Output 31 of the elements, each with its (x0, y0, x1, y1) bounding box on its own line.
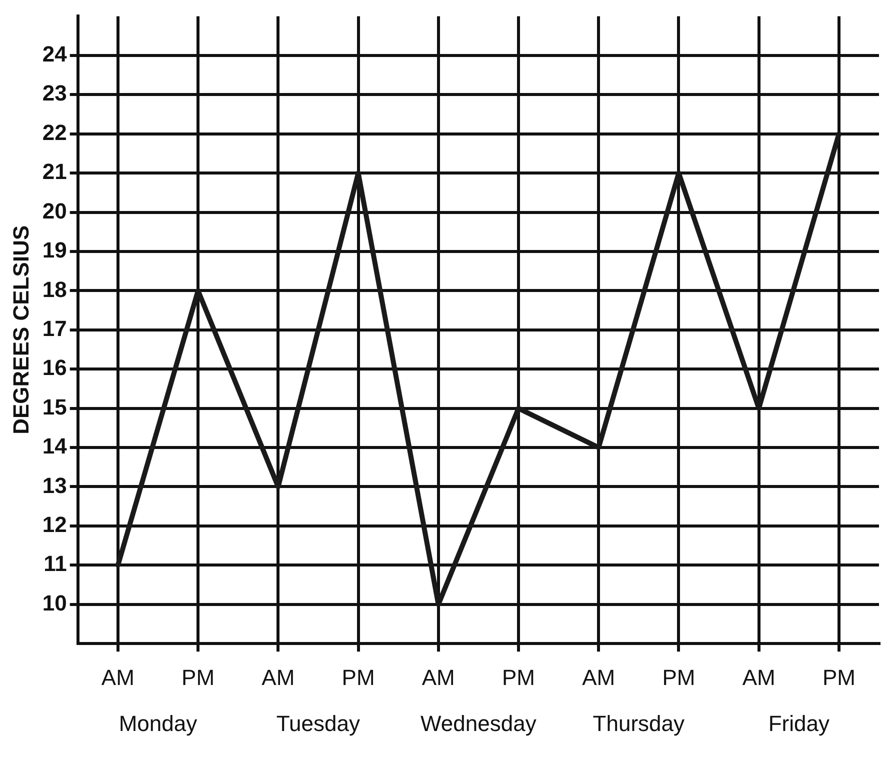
y-tick-label: 24 (42, 41, 68, 66)
x-tick-label: AM (101, 664, 134, 690)
y-tick-label: 16 (42, 355, 67, 380)
x-tick-label: PM (342, 664, 375, 690)
x-tick-label: PM (502, 664, 535, 690)
y-tick-label: 20 (42, 198, 67, 224)
x-tick-label: AM (262, 664, 295, 690)
text: Thursday (592, 711, 685, 736)
y-tick-label: 22 (42, 120, 67, 145)
y-tick-label: 21 (42, 159, 67, 184)
y-tick-label: 23 (42, 80, 67, 106)
y-tick-label: 15 (42, 394, 67, 420)
y-tick-label: 12 (42, 512, 67, 538)
text: Wednesday (420, 711, 536, 736)
y-tick-label: 19 (42, 238, 67, 263)
x-tick-label: PM (182, 664, 215, 690)
text: Monday (118, 711, 198, 736)
text: Tuesday (276, 711, 360, 736)
y-tick-label: 18 (42, 276, 67, 302)
x-tick-label: AM (742, 664, 776, 690)
x-tick-label: PM (662, 664, 696, 690)
text: Friday (768, 711, 830, 736)
y-tick-label: 17 (42, 316, 67, 341)
y-tick-label: 13 (42, 472, 67, 498)
x-tick-label: AM (582, 664, 616, 690)
x-tick-label: AM (422, 664, 455, 690)
y-tick-label: 11 (44, 551, 67, 576)
y-axis-title: DEGREES CELSIUS (8, 225, 34, 434)
y-tick-label: 10 (42, 590, 67, 616)
y-tick-label: 14 (42, 434, 68, 459)
x-tick-label: PM (822, 664, 856, 690)
